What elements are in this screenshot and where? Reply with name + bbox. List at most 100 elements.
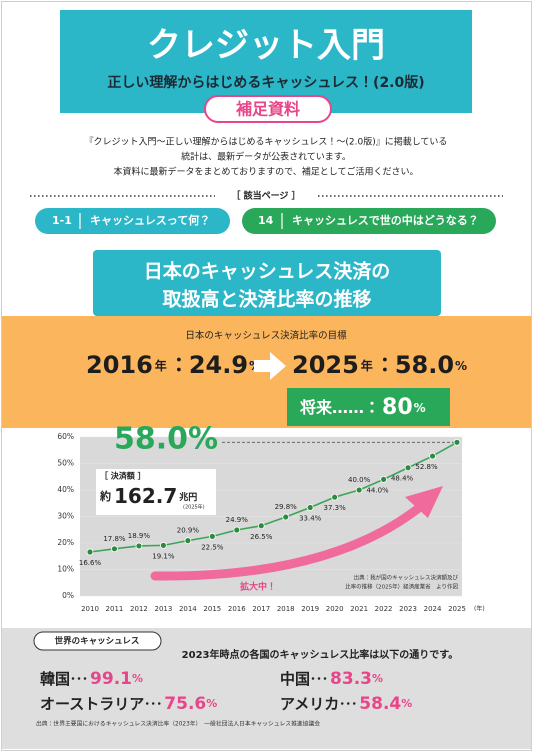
world-tab <box>33 631 162 651</box>
country: 中国･･･ 83.3% <box>280 669 383 689</box>
x-tick-label: 2012 <box>130 605 148 613</box>
data-label: 20.9% <box>177 527 200 535</box>
data-label: 33.4% <box>299 514 322 522</box>
chart-source: 出典：我が国のキャッシュレス決済額及び <box>354 574 459 582</box>
x-tick-label: 2010 <box>81 605 99 613</box>
data-label: 24.9% <box>226 516 249 524</box>
intro-line: 『クレジット入門～正しい理解からはじめるキャッシュレス！～(2.0版)』に掲載し… <box>85 136 448 148</box>
x-tick-label: 2014 <box>179 605 197 613</box>
country: アメリカ･･･ 58.4% <box>280 694 412 714</box>
data-point <box>184 537 192 545</box>
data-point <box>380 475 388 483</box>
trend-label: 拡大中！ <box>240 581 276 593</box>
x-tick-label: 2022 <box>375 605 393 613</box>
page-number: 14 <box>258 214 274 227</box>
world-statement: 2023年時点の各国のキャッシュレス比率は以下の通りです。 <box>182 648 459 661</box>
data-label: 22.5% <box>201 543 224 551</box>
x-tick-label: 2025 <box>448 605 466 613</box>
section-title: 取扱高と決済比率の推移 <box>162 288 371 311</box>
data-label: 29.8% <box>275 503 298 511</box>
title: クレジット入門 <box>147 26 385 66</box>
data-label: 48.4% <box>391 475 414 483</box>
amount-heading: ［ 決済額 ］ <box>100 471 146 481</box>
x-tick-label: 2013 <box>154 605 172 613</box>
data-label: 19.1% <box>152 552 175 560</box>
intro-line: 本資料に最新データをまとめておりますので、補足としてご活用ください。 <box>113 166 418 178</box>
section-title: 日本のキャッシュレス決済の <box>144 260 391 283</box>
y-tick-label: 60% <box>57 432 74 441</box>
data-point <box>86 548 94 556</box>
data-point <box>135 542 143 550</box>
heading-bg <box>215 188 317 204</box>
data-point <box>233 526 241 534</box>
badge: 補足資料 <box>236 100 300 119</box>
data-point <box>159 541 167 549</box>
page-number: 1-1 <box>52 214 72 227</box>
data-label: 40.0% <box>348 476 371 484</box>
related-heading: ［ 該当ページ ］ <box>231 190 300 202</box>
future: 将来……：80% <box>300 395 426 420</box>
trend-arrow <box>150 502 425 581</box>
intro-line: 統計は、最新データが公表されています。 <box>181 151 351 163</box>
y-tick-label: 0% <box>62 591 74 600</box>
world-tab-label: 世界のキャッシュレス <box>55 636 140 647</box>
data-point <box>257 522 265 530</box>
data-point <box>111 545 118 553</box>
page-title: キャッシュレスで世の中はどうなる？ <box>292 213 479 227</box>
target-heading: 日本のキャッシュレス決済比率の目標 <box>185 330 347 342</box>
country: 韓国･･･ 99.1% <box>40 669 143 689</box>
x-tick-label: 2015 <box>203 605 221 613</box>
amount-bg <box>96 469 216 515</box>
page-title: キャッシュレスって何？ <box>90 213 210 227</box>
data-point <box>331 493 339 501</box>
x-tick-label: 2018 <box>277 605 295 613</box>
highlight: 58.0% <box>114 422 218 457</box>
world-source: 出典：世界主要国におけるキャッシュレス決済比率（2023年） 一般社団法人日本キ… <box>36 720 320 728</box>
badge-box <box>204 95 332 123</box>
x-tick-label: 2023 <box>399 605 417 613</box>
x-tick-label: 2019 <box>301 605 319 613</box>
x-tick-label: 2017 <box>252 605 270 613</box>
target-to: 2025 年：58.0% <box>292 351 467 379</box>
data-label: 26.5% <box>250 533 273 541</box>
x-tick-label: 2016 <box>228 605 246 613</box>
y-tick-label: 10% <box>57 565 74 574</box>
data-label: 52.8% <box>415 463 438 471</box>
y-tick-label: 40% <box>57 485 74 494</box>
data-label: 16.6% <box>79 559 102 567</box>
data-point <box>404 464 412 472</box>
x-tick-label: 2020 <box>326 605 344 613</box>
chart: 0% 10% 20% 30% 40% 50% 60% 2010 2011 2012 2013 2014… <box>2 428 531 628</box>
x-unit: (年) <box>474 605 485 613</box>
data-point <box>453 438 461 446</box>
section-box <box>93 250 441 316</box>
amount-note: (2025年) <box>183 504 205 511</box>
data-label: 44.0% <box>366 486 389 494</box>
y-tick-label: 20% <box>57 538 74 547</box>
page-pill <box>35 208 230 234</box>
y-tick-label: 50% <box>57 459 74 468</box>
target-arrow <box>254 352 286 380</box>
amount: 約 162.7 兆円 <box>99 484 197 508</box>
data-label: 37.3% <box>324 504 347 512</box>
data-point <box>355 486 363 494</box>
country: オーストラリア･･･ 75.6% <box>40 694 217 714</box>
x-tick-label: 2011 <box>106 605 124 613</box>
subtitle: 正しい理解からはじめるキャッシュレス！(2.0版) <box>107 74 424 91</box>
data-point <box>429 452 436 460</box>
data-label: 18.9% <box>128 532 151 540</box>
trend-arrowhead <box>405 486 443 518</box>
chart-source: 比率の推移（2025年）経済産業省 より作図 <box>345 583 458 591</box>
data-point <box>306 504 314 511</box>
y-tick-label: 30% <box>57 512 74 521</box>
x-tick-label: 2021 <box>350 605 368 613</box>
data-line <box>89 441 458 553</box>
future-box <box>287 388 450 426</box>
x-tick-label: 2024 <box>424 605 442 613</box>
data-label: 17.8% <box>103 535 126 543</box>
page-pill <box>242 208 496 234</box>
data-point <box>282 513 290 521</box>
